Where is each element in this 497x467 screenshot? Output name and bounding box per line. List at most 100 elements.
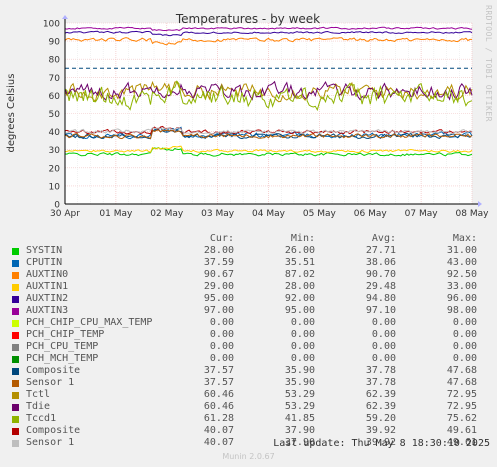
temperature-chart: 0 10 20 30 40 50 60 70 80 90 100 30 Apr 01 May 02 May… xyxy=(6,12,490,219)
legend-row: Tccd1 61.28 41.85 59.20 75.62 xyxy=(12,413,492,425)
legend-max-value: 33.00 xyxy=(446,281,477,292)
legend-min-value: 41.85 xyxy=(284,413,315,424)
legend-row: Composite 37.57 35.90 37.78 47.68 xyxy=(12,365,492,377)
legend-avg-value: 0.00 xyxy=(371,329,396,340)
legend-rows: SYSTIN 28.00 26.00 27.71 31.00 CPUTIN 37.59 35.… xyxy=(12,245,492,449)
series-line-0 xyxy=(64,147,473,157)
legend-swatch xyxy=(12,344,19,351)
legend: Cur: Min: Avg: Max: SYSTIN 28.00 26.00 27.7… xyxy=(12,233,492,449)
legend-max-value: 92.50 xyxy=(446,269,477,280)
legend-cur-value: 37.57 xyxy=(203,377,234,388)
legend-avg-value: 0.00 xyxy=(371,353,396,364)
legend-series-name: AUXTIN0 xyxy=(26,269,69,280)
series-line-16 xyxy=(64,127,473,135)
x-tick-label: 08 May xyxy=(456,209,490,219)
y-tick-label: 100 xyxy=(43,20,60,30)
legend-min-value: 28.00 xyxy=(284,281,315,292)
y-tick-label: 30 xyxy=(49,146,61,156)
legend-min-value: 53.29 xyxy=(284,389,315,400)
x-tick-label: 30 Apr xyxy=(50,209,80,219)
legend-min-value: 35.90 xyxy=(284,377,315,388)
legend-avg-value: 39.92 xyxy=(365,437,396,448)
legend-series-name: Sensor 1 xyxy=(26,437,75,448)
rrdtool-watermark: RRDTOOL / TOBI OETIKER xyxy=(484,5,493,122)
series-line-3 xyxy=(64,145,473,154)
legend-series-name: AUXTIN1 xyxy=(26,281,69,292)
legend-min-value: 37.90 xyxy=(284,437,315,448)
legend-max-value: 47.68 xyxy=(446,365,477,376)
legend-swatch xyxy=(12,404,19,411)
legend-swatch xyxy=(12,428,19,435)
legend-swatch xyxy=(12,356,19,363)
x-tick-label: 02 May xyxy=(150,209,184,219)
legend-row: Sensor 1 37.57 35.90 37.78 47.68 xyxy=(12,377,492,389)
legend-avg-value: 62.39 xyxy=(365,389,396,400)
legend-row: Tctl 60.46 53.29 62.39 72.95 xyxy=(12,389,492,401)
legend-series-name: PCH_CHIP_CPU_MAX_TEMP xyxy=(26,317,153,328)
legend-series-name: Tccd1 xyxy=(26,413,57,424)
legend-series-name: Tdie xyxy=(26,401,51,412)
legend-row: AUXTIN2 95.00 92.00 94.80 96.00 xyxy=(12,293,492,305)
legend-cur-value: 90.67 xyxy=(203,269,234,280)
y-tick-label: 60 xyxy=(49,92,61,102)
legend-avg-value: 62.39 xyxy=(365,401,396,412)
legend-avg-value: 37.78 xyxy=(365,377,396,388)
legend-cur-value: 61.28 xyxy=(203,413,234,424)
legend-min-value: 92.00 xyxy=(284,293,315,304)
legend-series-name: Composite xyxy=(26,425,81,436)
legend-swatch xyxy=(12,260,19,267)
y-tick-label: 40 xyxy=(49,128,61,138)
series-line-12 xyxy=(64,80,473,103)
legend-max-value: 75.62 xyxy=(446,413,477,424)
legend-header-min: Min: xyxy=(290,233,315,244)
legend-max-value: 47.68 xyxy=(446,377,477,388)
legend-series-name: PCH_MCH_TEMP xyxy=(26,353,99,364)
series-line-4 xyxy=(64,30,473,37)
legend-row: Composite 40.07 37.90 39.92 49.61 xyxy=(12,425,492,437)
x-tick-label: 03 May xyxy=(201,209,235,219)
y-axis-label: degrees Celsius xyxy=(6,74,17,153)
series-line-10 xyxy=(65,129,473,140)
legend-max-value: 0.00 xyxy=(452,329,477,340)
series-line-14 xyxy=(64,80,473,112)
legend-series-name: AUXTIN3 xyxy=(26,305,69,316)
legend-series-name: PCH_CPU_TEMP xyxy=(26,341,99,352)
legend-max-value: 72.95 xyxy=(446,389,477,400)
legend-avg-value: 97.10 xyxy=(365,305,396,316)
legend-cur-value: 37.59 xyxy=(203,257,234,268)
legend-cur-value: 97.00 xyxy=(203,305,234,316)
legend-avg-value: 0.00 xyxy=(371,341,396,352)
legend-min-value: 0.00 xyxy=(290,353,315,364)
legend-max-value: 49.61 xyxy=(446,425,477,436)
grid xyxy=(64,22,473,204)
legend-series-name: AUXTIN2 xyxy=(26,293,69,304)
x-tick-label: 07 May xyxy=(405,209,439,219)
legend-row: SYSTIN 28.00 26.00 27.71 31.00 xyxy=(12,245,492,257)
legend-series-name: CPUTIN xyxy=(26,257,63,268)
legend-min-value: 35.51 xyxy=(284,257,315,268)
legend-min-value: 0.00 xyxy=(290,317,315,328)
legend-avg-value: 0.00 xyxy=(371,317,396,328)
legend-cur-value: 37.57 xyxy=(203,365,234,376)
legend-avg-value: 90.70 xyxy=(365,269,396,280)
legend-avg-value: 59.20 xyxy=(365,413,396,424)
legend-row: PCH_CHIP_TEMP 0.00 0.00 0.00 0.00 xyxy=(12,329,492,341)
y-tick-label: 10 xyxy=(49,182,61,192)
y-tick-label: 20 xyxy=(49,164,61,174)
legend-header-max: Max: xyxy=(452,233,477,244)
legend-series-name: Sensor 1 xyxy=(26,377,75,388)
legend-row: PCH_CPU_TEMP 0.00 0.00 0.00 0.00 xyxy=(12,341,492,353)
x-tick-label: 05 May xyxy=(303,209,337,219)
legend-series-name: Composite xyxy=(26,365,81,376)
y-tick-label: 0 xyxy=(54,201,60,211)
legend-swatch xyxy=(12,440,19,447)
legend-swatch xyxy=(12,320,19,327)
last-update: Last update: Thu May 8 18:30:10 2025 xyxy=(273,438,490,449)
legend-avg-value: 29.48 xyxy=(365,281,396,292)
legend-max-value: 72.95 xyxy=(446,401,477,412)
legend-row: Sensor 1 40.07 37.90 39.92 49.61 xyxy=(12,437,492,449)
legend-series-name: SYSTIN xyxy=(26,245,63,256)
legend-swatch xyxy=(12,308,19,315)
legend-avg-value: 39.92 xyxy=(365,425,396,436)
legend-swatch xyxy=(12,368,19,375)
